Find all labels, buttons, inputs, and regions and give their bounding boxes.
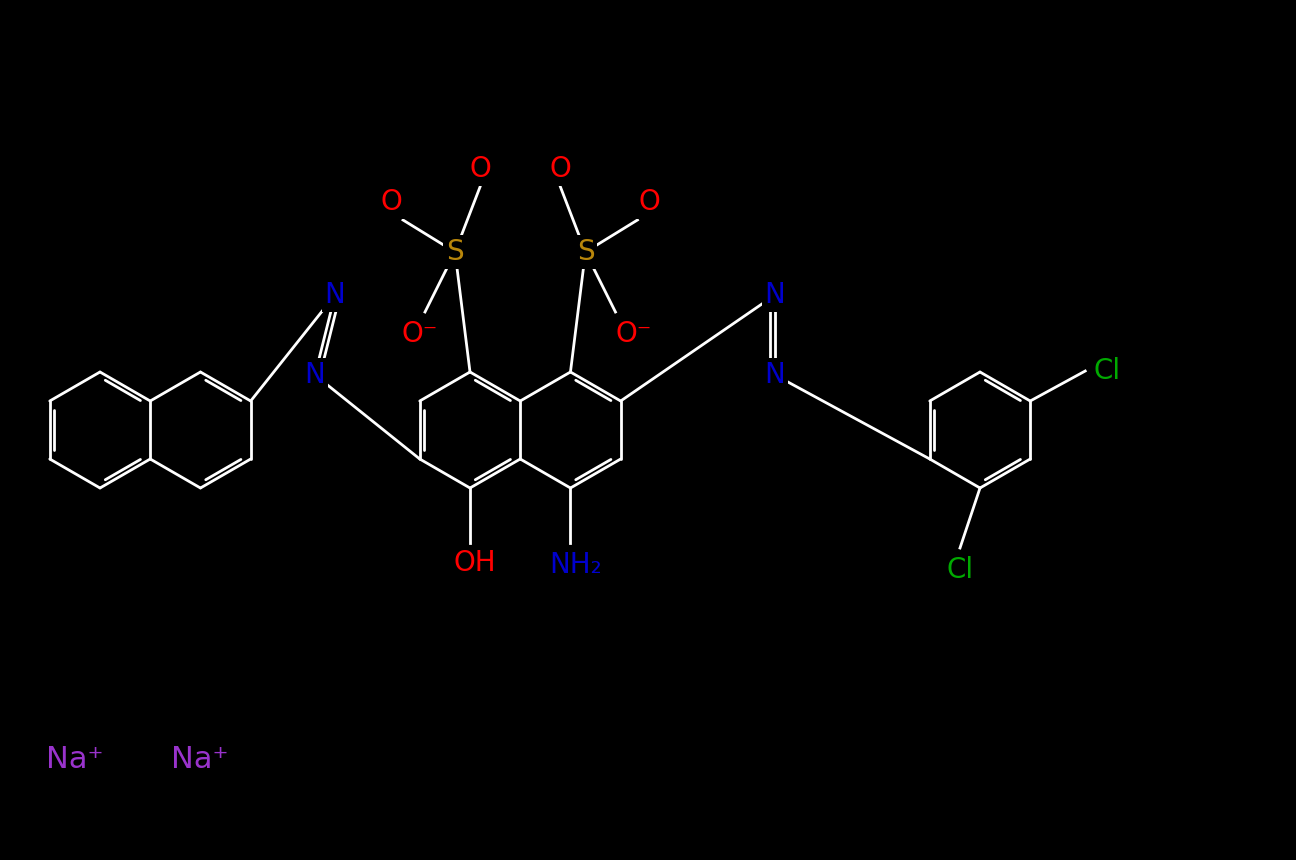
Text: O: O (550, 155, 572, 183)
Text: N: N (324, 281, 345, 309)
Text: O: O (469, 155, 491, 183)
Text: Na⁺: Na⁺ (47, 746, 104, 775)
Text: Na⁺: Na⁺ (171, 746, 229, 775)
Text: Cl: Cl (1094, 357, 1121, 385)
Text: Cl: Cl (946, 556, 973, 584)
Text: N: N (305, 361, 325, 389)
Text: OH: OH (454, 549, 496, 577)
Text: O⁻: O⁻ (402, 320, 438, 348)
Text: O⁻: O⁻ (616, 320, 652, 348)
Text: S: S (577, 238, 595, 266)
Text: NH₂: NH₂ (550, 551, 601, 579)
Text: O: O (380, 188, 402, 216)
Text: N: N (765, 361, 785, 389)
Text: N: N (765, 281, 785, 309)
Text: O: O (639, 188, 661, 216)
Text: S: S (446, 238, 464, 266)
